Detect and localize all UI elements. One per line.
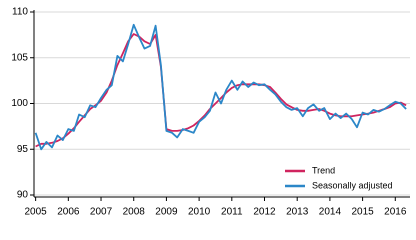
x-tick-label: 2009 xyxy=(155,207,178,218)
series-line xyxy=(34,23,407,151)
x-tick-label: 2015 xyxy=(351,207,374,218)
legend-label: Seasonally adjusted xyxy=(312,180,393,190)
y-tick-label: 100 xyxy=(11,98,28,109)
x-tick-label: 2005 xyxy=(25,207,48,218)
y-tick-label: 110 xyxy=(12,7,28,18)
x-tick-label: 2014 xyxy=(319,207,342,218)
y-tick-label: 90 xyxy=(17,190,29,201)
series-line xyxy=(35,33,407,148)
x-tick-label: 2010 xyxy=(188,207,211,218)
x-tick-label: 2008 xyxy=(123,207,146,218)
y-tick-label: 95 xyxy=(17,144,29,155)
chart: 90 95 100 105 110 2005 2006 2007 2008 2009 2010 201… xyxy=(11,7,410,218)
x-tick-label: 2016 xyxy=(384,207,407,218)
y-tick-label: 105 xyxy=(11,52,28,63)
legend-label: Trend xyxy=(312,165,335,175)
x-tick-label: 2013 xyxy=(286,207,309,218)
x-tick-label: 2007 xyxy=(90,207,113,218)
x-tick-label: 2011 xyxy=(221,207,243,218)
x-tick-label: 2012 xyxy=(253,207,276,218)
x-tick-label: 2006 xyxy=(57,207,80,218)
